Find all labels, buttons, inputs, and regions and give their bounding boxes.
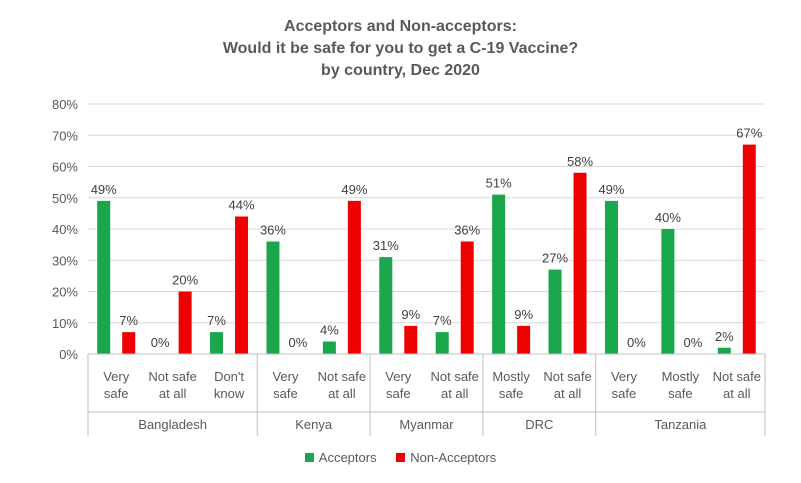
- bar-acceptors: [97, 200, 111, 354]
- y-tick-label: 10%: [52, 316, 78, 331]
- group-label: DRC: [525, 417, 553, 432]
- chart-title-line-2: Would it be safe for you to get a C-19 V…: [222, 40, 579, 57]
- data-label: 9%: [514, 307, 533, 322]
- bar-acceptors: [210, 332, 224, 354]
- legend: Acceptors Non-Acceptors: [0, 450, 801, 465]
- category-label: at all: [159, 386, 187, 401]
- category-label: safe: [499, 386, 524, 401]
- data-label: 0%: [627, 335, 646, 350]
- legend-label-acceptors: Acceptors: [318, 450, 377, 465]
- chart-title-line-3: by country, Dec 2020: [321, 62, 480, 79]
- category-label: safe: [273, 386, 298, 401]
- bar-non-acceptors: [573, 172, 587, 354]
- bar-acceptors: [322, 341, 336, 354]
- category-label: Mostly: [662, 369, 700, 384]
- category-label: Not safe: [318, 369, 366, 384]
- data-label: 7%: [119, 313, 138, 328]
- data-label: 36%: [454, 223, 480, 238]
- bar-non-acceptors: [178, 291, 192, 354]
- bar-acceptors: [435, 332, 449, 354]
- legend-item-acceptors: Acceptors: [304, 450, 377, 465]
- category-label: Don't: [214, 369, 244, 384]
- category-label: at all: [328, 386, 356, 401]
- category-label: Very: [272, 369, 299, 384]
- group-label: Kenya: [295, 417, 333, 432]
- category-label: at all: [441, 386, 469, 401]
- y-tick-label: 40%: [52, 222, 78, 237]
- y-tick-label: 60%: [52, 160, 78, 175]
- data-label: 2%: [715, 329, 734, 344]
- y-tick-label: 50%: [52, 191, 78, 206]
- category-label: Mostly: [492, 369, 530, 384]
- bar-acceptors: [492, 194, 506, 354]
- category-label: know: [214, 386, 245, 401]
- data-label: 36%: [260, 223, 286, 238]
- data-label: 0%: [151, 335, 170, 350]
- y-tick-label: 0%: [59, 347, 78, 362]
- bar-non-acceptors: [404, 325, 418, 354]
- category-label: Very: [385, 369, 412, 384]
- category-label: Not safe: [543, 369, 591, 384]
- data-label: 49%: [598, 182, 624, 197]
- category-label: safe: [104, 386, 129, 401]
- group-label: Tanzania: [654, 417, 707, 432]
- legend-swatch-acceptors: [304, 453, 314, 462]
- bar-acceptors: [661, 229, 675, 354]
- bar-acceptors: [266, 241, 280, 354]
- data-label: 7%: [207, 313, 226, 328]
- y-tick-label: 30%: [52, 253, 78, 268]
- bar-non-acceptors: [742, 144, 756, 354]
- category-label: at all: [723, 386, 751, 401]
- data-label: 49%: [341, 182, 367, 197]
- category-label: safe: [612, 386, 637, 401]
- bar-non-acceptors: [460, 241, 474, 354]
- data-label: 58%: [567, 154, 593, 169]
- data-label: 0%: [289, 335, 308, 350]
- legend-label-non-acceptors: Non-Acceptors: [410, 450, 497, 465]
- category-label: safe: [668, 386, 693, 401]
- data-label: 31%: [373, 238, 399, 253]
- category-label: Not safe: [713, 369, 761, 384]
- data-label: 67%: [736, 126, 762, 141]
- group-label: Bangladesh: [138, 417, 207, 432]
- group-label: Myanmar: [399, 417, 454, 432]
- data-label: 27%: [542, 251, 568, 266]
- category-label: safe: [386, 386, 411, 401]
- bar-non-acceptors: [122, 332, 136, 354]
- category-label: Not safe: [430, 369, 478, 384]
- data-label: 7%: [433, 313, 452, 328]
- legend-item-non-acceptors: Non-Acceptors: [396, 450, 496, 465]
- category-label: Very: [103, 369, 130, 384]
- y-tick-label: 80%: [52, 97, 78, 112]
- chart-title-line-1: Acceptors and Non-acceptors:: [284, 18, 517, 35]
- bar-acceptors: [717, 347, 731, 354]
- data-label: 20%: [172, 273, 198, 288]
- bar-acceptors: [604, 200, 618, 354]
- category-label: Very: [611, 369, 638, 384]
- y-tick-label: 70%: [52, 128, 78, 143]
- bar-acceptors: [379, 257, 393, 354]
- data-label: 49%: [91, 182, 117, 197]
- data-label: 40%: [655, 210, 681, 225]
- category-label: Not safe: [148, 369, 196, 384]
- data-label: 0%: [683, 335, 702, 350]
- data-label: 9%: [401, 307, 420, 322]
- y-tick-label: 20%: [52, 285, 78, 300]
- legend-swatch-non-acceptors: [396, 453, 406, 462]
- category-label: at all: [554, 386, 582, 401]
- data-label: 4%: [320, 323, 339, 338]
- bar-non-acceptors: [347, 200, 361, 354]
- data-label: 44%: [229, 198, 255, 213]
- data-label: 51%: [486, 176, 512, 191]
- bar-non-acceptors: [235, 216, 249, 354]
- bar-acceptors: [548, 269, 562, 354]
- bar-non-acceptors: [517, 325, 531, 354]
